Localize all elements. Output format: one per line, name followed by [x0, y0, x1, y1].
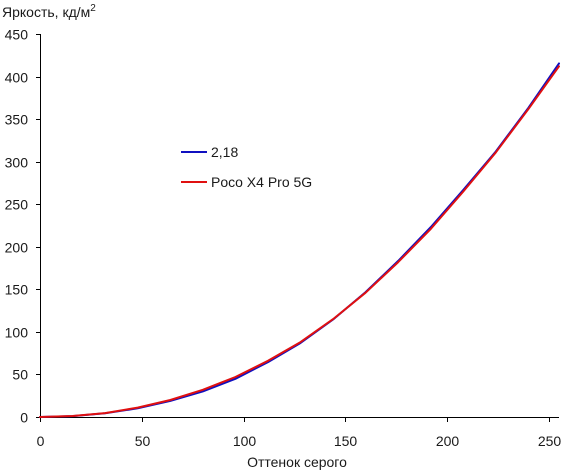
- y-tick-label: 100: [5, 325, 29, 341]
- x-tick-label: 0: [37, 433, 45, 449]
- y-tick-label: 400: [5, 70, 29, 86]
- legend-label-1: 2,18: [211, 144, 238, 160]
- x-axis-title: Оттенок серого: [247, 454, 347, 470]
- y-axis: 0 50 100 150 200 250 300 350 400 450: [5, 27, 40, 426]
- y-tick-label: 150: [5, 282, 29, 298]
- x-tick-label: 50: [135, 433, 151, 449]
- legend: 2,18 Poco X4 Pro 5G: [181, 144, 312, 190]
- x-tick-label: 100: [233, 433, 257, 449]
- x-axis: 0 50 100 150 200 250: [37, 417, 562, 449]
- y-tick-label: 300: [5, 155, 29, 171]
- y-axis-title: Яркость, кд/м2: [2, 3, 96, 20]
- y-axis-title-text: Яркость, кд/м: [2, 4, 90, 20]
- plot-area: [39, 62, 560, 418]
- y-tick-label: 350: [5, 112, 29, 128]
- y-tick-label: 200: [5, 240, 29, 256]
- y-tick-label: 250: [5, 197, 29, 213]
- y-tick-label: 450: [5, 27, 29, 43]
- series-line-2: [39, 65, 560, 418]
- x-tick-label: 150: [334, 433, 358, 449]
- legend-label-2: Poco X4 Pro 5G: [211, 174, 312, 190]
- y-tick-label: 0: [20, 410, 28, 426]
- x-tick-label: 250: [538, 433, 562, 449]
- x-tick-label: 200: [436, 433, 460, 449]
- y-tick-label: 50: [12, 367, 28, 383]
- y-axis-title-superscript: 2: [90, 3, 96, 14]
- series-line-1: [39, 62, 560, 418]
